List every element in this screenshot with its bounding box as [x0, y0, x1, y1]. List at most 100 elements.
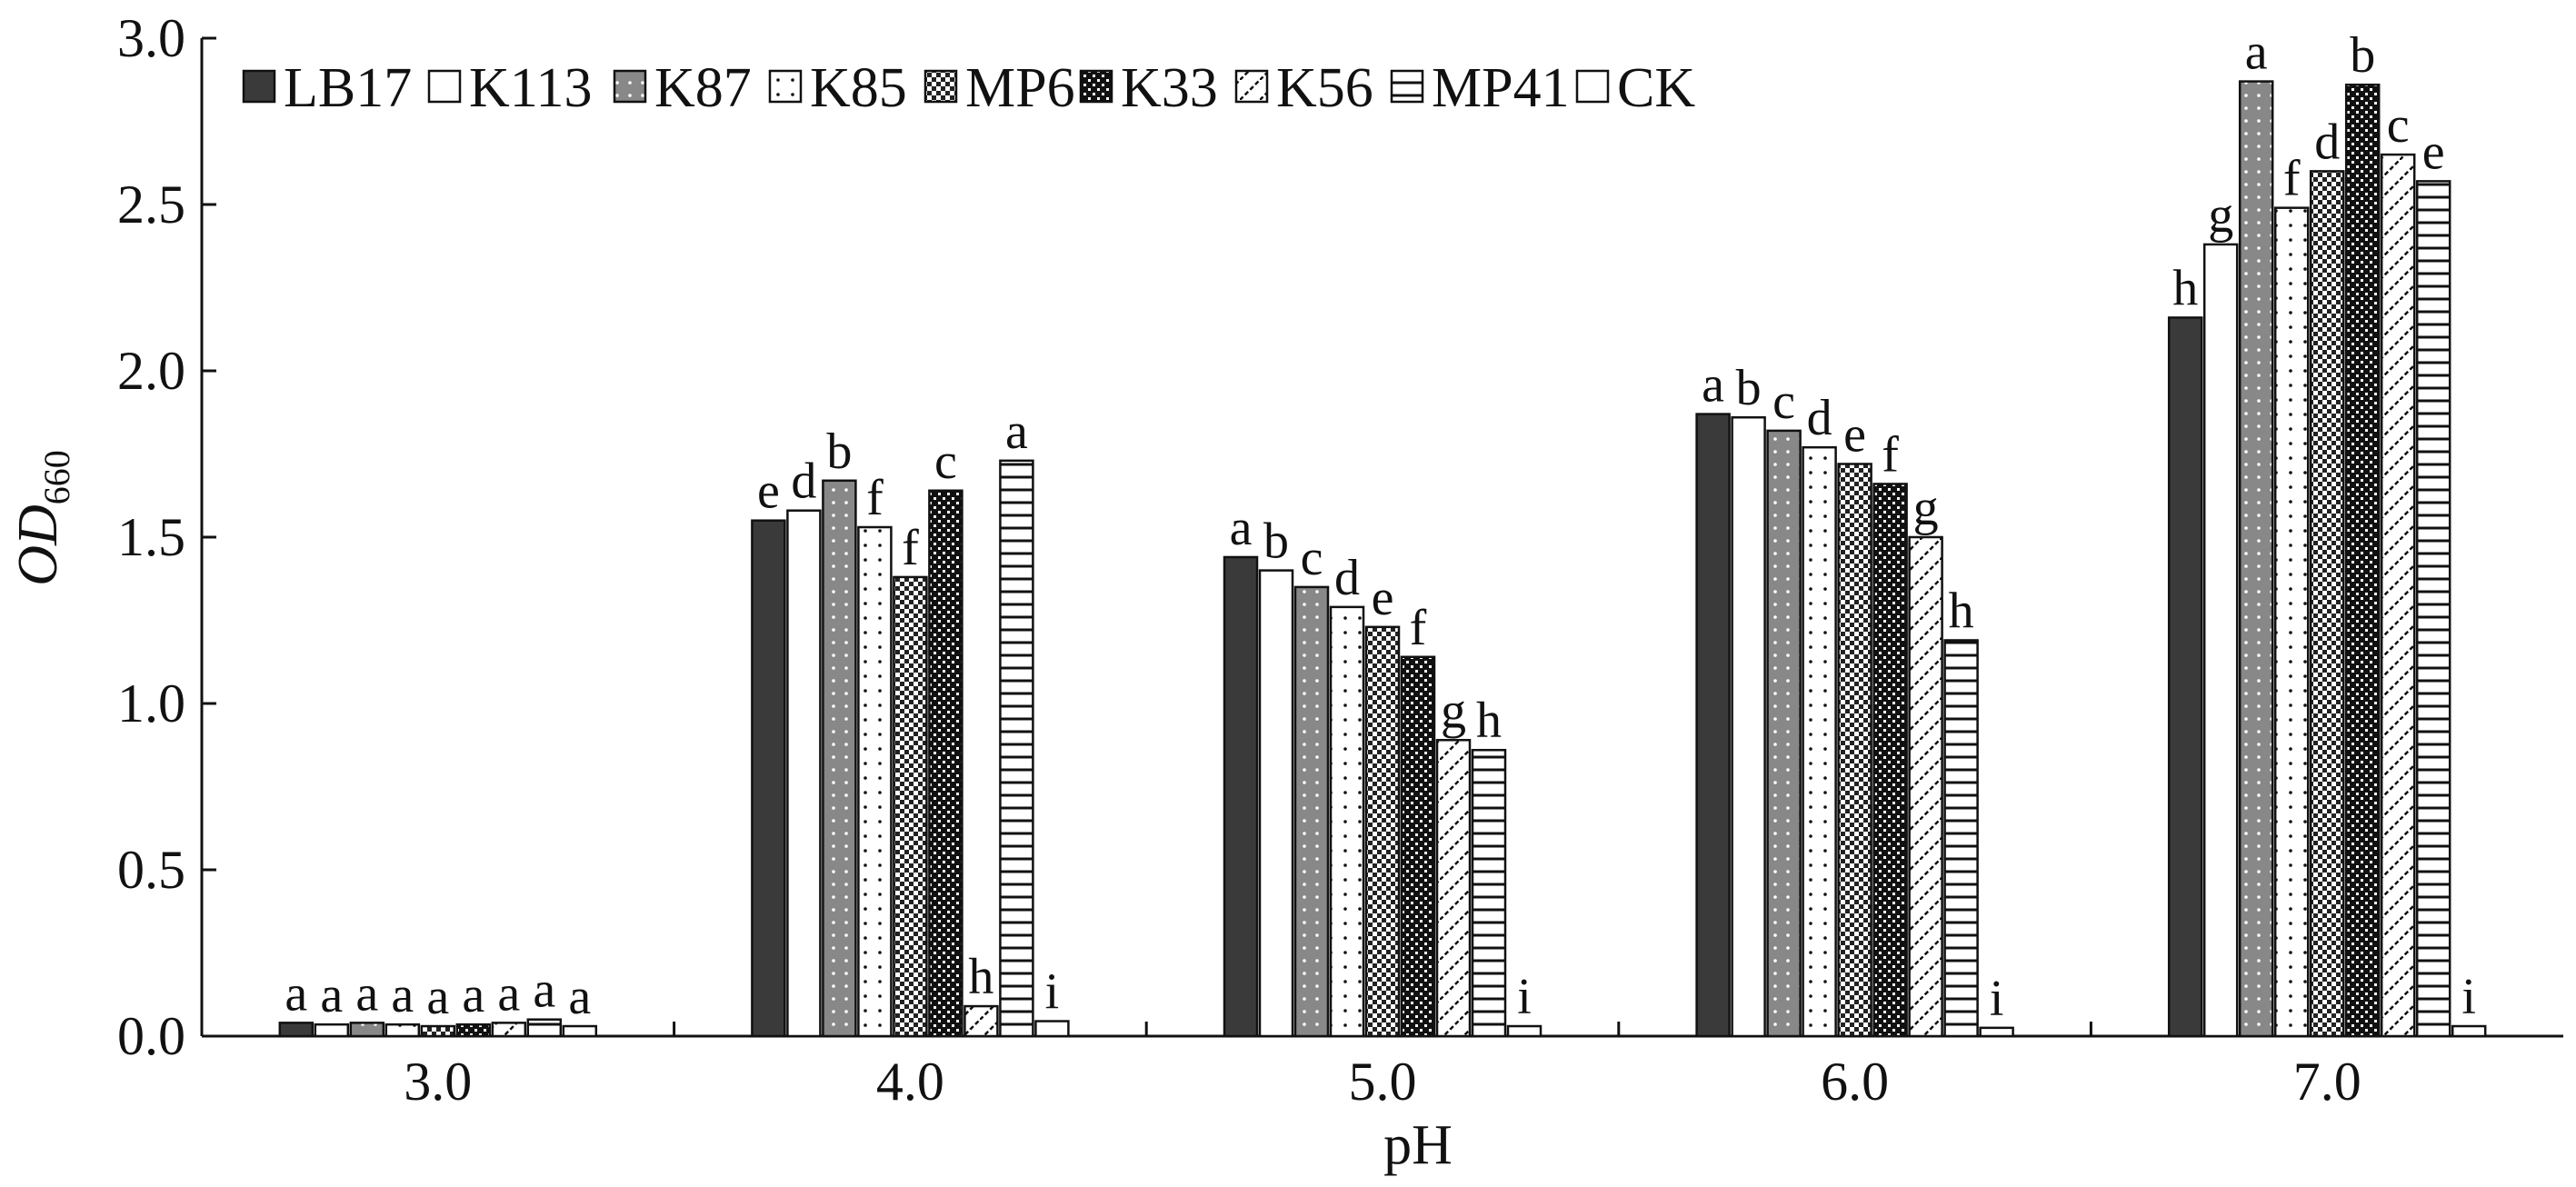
bar-k113-ph-7.0 — [2202, 243, 2239, 1038]
legend-label-mp41: MP41 — [1432, 57, 1570, 119]
significance-letter: e — [2422, 124, 2445, 180]
bar-k113-ph-3.0 — [314, 1022, 350, 1038]
legend-swatch-mp41 — [1390, 69, 1424, 104]
significance-letter: g — [1441, 683, 1466, 739]
bar-k33-ph-7.0 — [2344, 83, 2381, 1038]
bar-mp41-ph-3.0 — [526, 1018, 563, 1038]
significance-letter: h — [968, 949, 993, 1005]
bar-k87-ph-3.0 — [349, 1022, 385, 1038]
significance-letter: i — [1517, 969, 1532, 1025]
significance-letter: a — [1702, 357, 1724, 414]
legend-label-k87: K87 — [654, 57, 752, 119]
significance-letter: a — [285, 965, 307, 1022]
bar-mp41-ph-7.0 — [2415, 180, 2451, 1038]
significance-letter: a — [2245, 25, 2268, 81]
bar-k85-ph-4.0 — [857, 525, 893, 1038]
x-axis-title: pH — [1383, 1114, 1453, 1176]
bar-mp6-ph-5.0 — [1364, 625, 1401, 1038]
significance-letter: f — [902, 520, 919, 576]
significance-letter: a — [426, 969, 449, 1025]
legend-swatch-mp6 — [924, 69, 958, 104]
significance-letter: e — [1372, 570, 1394, 626]
significance-letter: g — [2208, 187, 2233, 244]
legend-swatch-ck — [1575, 69, 1610, 104]
significance-letter: f — [1882, 426, 1899, 483]
significance-letter: d — [2314, 114, 2340, 170]
y-axis-title: OD660 — [7, 450, 77, 586]
y-tick-label: 3.0 — [117, 8, 185, 68]
y-tick-label: 2.0 — [117, 341, 185, 401]
bar-k56-ph-4.0 — [964, 1004, 999, 1038]
y-axis-title-sub: 660 — [36, 450, 77, 504]
bar-k85-ph-5.0 — [1329, 605, 1365, 1038]
significance-letter: b — [2350, 27, 2375, 84]
significance-letter: a — [320, 967, 343, 1023]
legend-swatch-k33 — [1079, 69, 1113, 104]
legend-label-k33: K33 — [1121, 57, 1218, 119]
significance-letter: d — [1334, 550, 1360, 606]
y-axis-title-main: OD — [7, 504, 69, 586]
y-tick-label: 1.5 — [117, 507, 185, 567]
significance-letter: i — [1990, 971, 2004, 1027]
legend-label-ck: CK — [1617, 57, 1695, 119]
bar-k87-ph-5.0 — [1293, 585, 1330, 1038]
significance-letter: i — [1045, 964, 1060, 1021]
bar-k33-ph-5.0 — [1400, 655, 1436, 1038]
significance-letter: h — [2172, 260, 2198, 316]
significance-letter: b — [1736, 360, 1762, 416]
bar-lb17-ph-6.0 — [1695, 413, 1731, 1038]
significance-letter: d — [1807, 390, 1832, 446]
bar-k56-ph-7.0 — [2380, 153, 2416, 1038]
significance-letter: b — [826, 424, 852, 480]
significance-letter: a — [355, 965, 378, 1022]
legend-label-k113: K113 — [469, 57, 592, 119]
y-tick-label: 0.0 — [117, 1006, 185, 1066]
bar-k33-ph-3.0 — [455, 1022, 492, 1038]
bar-ck-ph-5.0 — [1506, 1024, 1543, 1038]
bar-k85-ph-7.0 — [2273, 206, 2310, 1038]
bar-lb17-ph-3.0 — [278, 1022, 315, 1038]
bar-k85-ph-6.0 — [1802, 445, 1837, 1038]
significance-letter: a — [497, 965, 520, 1022]
bar-mp41-ph-6.0 — [1943, 639, 1979, 1038]
bar-k87-ph-4.0 — [822, 479, 857, 1038]
bar-k33-ph-4.0 — [928, 489, 964, 1038]
bar-mp6-ph-7.0 — [2309, 170, 2345, 1038]
significance-letter: f — [2283, 151, 2301, 207]
significance-letter: a — [1005, 404, 1028, 460]
y-tick-label: 0.5 — [117, 840, 185, 900]
significance-letter: h — [1949, 583, 1974, 639]
legend-swatch-lb17 — [242, 69, 276, 104]
bar-ck-ph-6.0 — [1979, 1026, 2014, 1038]
legend: LB17 K113 K87 K85 MP6 K33 K56 MP41 CK — [242, 57, 1695, 119]
bar-lb17-ph-4.0 — [751, 519, 786, 1038]
bar-k113-ph-5.0 — [1258, 569, 1294, 1038]
bar-k56-ph-3.0 — [491, 1022, 527, 1038]
x-tick-label: 5.0 — [1349, 1052, 1417, 1112]
significance-letter: e — [757, 464, 780, 520]
legend-swatch-k85 — [768, 69, 803, 104]
significance-letter: g — [1913, 480, 1939, 536]
significance-letter: c — [2387, 97, 2410, 154]
significance-letter: a — [533, 963, 555, 1019]
bar-mp41-ph-4.0 — [999, 459, 1034, 1038]
bar-lb17-ph-7.0 — [2167, 316, 2203, 1038]
bar-ck-ph-7.0 — [2451, 1024, 2487, 1038]
bar-mp41-ph-5.0 — [1471, 748, 1507, 1038]
significance-letter: a — [391, 967, 414, 1023]
significance-letter: a — [568, 969, 591, 1025]
bar-k33-ph-6.0 — [1872, 483, 1908, 1038]
significance-letter: a — [462, 967, 484, 1023]
legend-label-k85: K85 — [810, 57, 907, 119]
legend-label-lb17: LB17 — [284, 57, 412, 119]
significance-letter: f — [1410, 600, 1427, 656]
significance-letter: i — [2461, 969, 2476, 1025]
significance-letter: d — [791, 454, 816, 510]
significance-letter: a — [1230, 500, 1253, 556]
x-tick-label: 6.0 — [1821, 1052, 1889, 1112]
bar-k56-ph-6.0 — [1908, 535, 1943, 1038]
bar-lb17-ph-5.0 — [1223, 555, 1259, 1038]
bar-mp6-ph-4.0 — [893, 575, 928, 1038]
